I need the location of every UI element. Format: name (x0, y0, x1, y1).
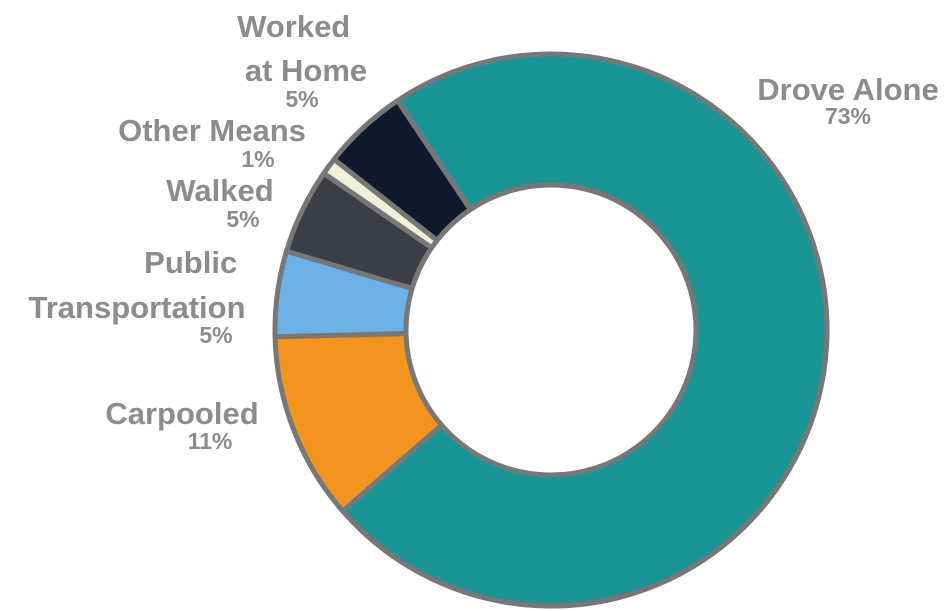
segment-value-label: 5% (199, 322, 232, 348)
segment-label: Public Transportation (28, 245, 245, 325)
donut-segment (340, 51, 830, 609)
segment-value-label: 5% (285, 86, 318, 112)
segment-label: Walked (166, 173, 273, 208)
segment-value-label: 11% (188, 428, 233, 454)
segment-label: Drove Alone (757, 72, 938, 107)
donut-segment (331, 98, 473, 243)
segment-value-label: 5% (226, 206, 259, 232)
segment-value-label: 73% (825, 103, 871, 129)
segment-value-label: 1% (241, 146, 274, 172)
segment-label: Worked at Home (237, 9, 367, 88)
segment-label: Other Means (118, 113, 306, 148)
segment-label: Carpooled (105, 396, 258, 431)
